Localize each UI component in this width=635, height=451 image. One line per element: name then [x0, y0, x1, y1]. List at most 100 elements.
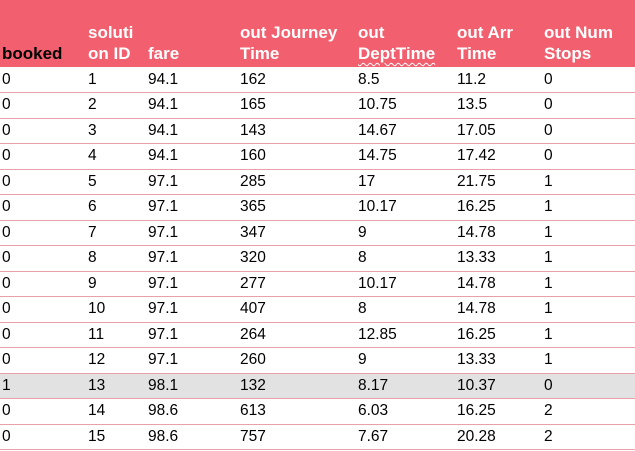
- cell-booked[interactable]: 0: [0, 67, 86, 93]
- cell-solution-id[interactable]: 3: [86, 118, 146, 144]
- cell-fare[interactable]: 97.1: [146, 169, 238, 195]
- table-row[interactable]: 0 12 97.1 260 9 13.33 1: [0, 347, 635, 374]
- cell-out-num-stops[interactable]: 1: [542, 220, 635, 246]
- cell-solution-id[interactable]: 13: [86, 373, 146, 399]
- table-row[interactable]: 0 2 94.1 165 10.75 13.5 0: [0, 92, 635, 119]
- cell-fare[interactable]: 97.1: [146, 296, 238, 323]
- cell-out-dept-time[interactable]: 6.03: [356, 398, 455, 425]
- cell-out-arr-time[interactable]: 20.28: [455, 424, 542, 450]
- cell-booked[interactable]: 0: [0, 143, 86, 170]
- cell-fare[interactable]: 97.1: [146, 322, 238, 348]
- cell-solution-id[interactable]: 5: [86, 169, 146, 195]
- cell-solution-id[interactable]: 1: [86, 67, 146, 93]
- cell-out-journey-time[interactable]: 285: [238, 169, 356, 195]
- cell-out-journey-time[interactable]: 613: [238, 398, 356, 425]
- cell-out-dept-time[interactable]: 8: [356, 296, 455, 323]
- table-row[interactable]: 0 14 98.6 613 6.03 16.25 2: [0, 398, 635, 425]
- cell-booked[interactable]: 0: [0, 169, 86, 195]
- cell-out-journey-time[interactable]: 160: [238, 143, 356, 170]
- cell-out-journey-time[interactable]: 132: [238, 373, 356, 399]
- cell-out-arr-time[interactable]: 13.33: [455, 245, 542, 272]
- cell-fare[interactable]: 97.1: [146, 194, 238, 221]
- cell-fare[interactable]: 97.1: [146, 245, 238, 272]
- cell-fare[interactable]: 98.6: [146, 424, 238, 450]
- cell-solution-id[interactable]: 7: [86, 220, 146, 246]
- header-booked[interactable]: booked: [0, 0, 86, 67]
- cell-fare[interactable]: 98.1: [146, 373, 238, 399]
- cell-booked[interactable]: 0: [0, 220, 86, 246]
- cell-out-arr-time[interactable]: 13.33: [455, 347, 542, 374]
- cell-solution-id[interactable]: 2: [86, 92, 146, 119]
- cell-out-dept-time[interactable]: 8.17: [356, 373, 455, 399]
- cell-out-num-stops[interactable]: 2: [542, 398, 635, 425]
- cell-out-journey-time[interactable]: 277: [238, 271, 356, 297]
- cell-out-dept-time[interactable]: 12.85: [356, 322, 455, 348]
- cell-out-dept-time[interactable]: 7.67: [356, 424, 455, 450]
- cell-out-dept-time[interactable]: 14.67: [356, 118, 455, 144]
- cell-booked[interactable]: 1: [0, 373, 86, 399]
- cell-out-arr-time[interactable]: 11.2: [455, 67, 542, 93]
- cell-out-arr-time[interactable]: 14.78: [455, 220, 542, 246]
- cell-fare[interactable]: 98.6: [146, 398, 238, 425]
- header-out-journey-time[interactable]: out Journey Time: [238, 0, 356, 67]
- table-row[interactable]: 0 1 94.1 162 8.5 11.2 0: [0, 67, 635, 93]
- cell-fare[interactable]: 97.1: [146, 271, 238, 297]
- cell-out-num-stops[interactable]: 1: [542, 245, 635, 272]
- cell-solution-id[interactable]: 4: [86, 143, 146, 170]
- table-row[interactable]: 0 7 97.1 347 9 14.78 1: [0, 220, 635, 246]
- cell-out-dept-time[interactable]: 8: [356, 245, 455, 272]
- cell-out-dept-time[interactable]: 9: [356, 220, 455, 246]
- cell-booked[interactable]: 0: [0, 398, 86, 425]
- cell-out-journey-time[interactable]: 365: [238, 194, 356, 221]
- cell-out-num-stops[interactable]: 1: [542, 194, 635, 221]
- cell-out-dept-time[interactable]: 10.17: [356, 194, 455, 221]
- table-row[interactable]: 0 15 98.6 757 7.67 20.28 2: [0, 424, 635, 450]
- cell-out-arr-time[interactable]: 16.25: [455, 398, 542, 425]
- table-row[interactable]: 0 8 97.1 320 8 13.33 1: [0, 245, 635, 272]
- table-row[interactable]: 0 5 97.1 285 17 21.75 1: [0, 169, 635, 195]
- cell-out-journey-time[interactable]: 260: [238, 347, 356, 374]
- cell-out-num-stops[interactable]: 0: [542, 92, 635, 119]
- cell-out-dept-time[interactable]: 8.5: [356, 67, 455, 93]
- cell-out-journey-time[interactable]: 264: [238, 322, 356, 348]
- cell-booked[interactable]: 0: [0, 194, 86, 221]
- cell-out-num-stops[interactable]: 0: [542, 67, 635, 93]
- cell-out-arr-time[interactable]: 17.42: [455, 143, 542, 170]
- cell-out-num-stops[interactable]: 1: [542, 322, 635, 348]
- cell-booked[interactable]: 0: [0, 296, 86, 323]
- cell-out-dept-time[interactable]: 10.75: [356, 92, 455, 119]
- cell-out-num-stops[interactable]: 1: [542, 296, 635, 323]
- cell-booked[interactable]: 0: [0, 118, 86, 144]
- cell-fare[interactable]: 94.1: [146, 143, 238, 170]
- cell-booked[interactable]: 0: [0, 271, 86, 297]
- cell-booked[interactable]: 0: [0, 424, 86, 450]
- cell-out-journey-time[interactable]: 143: [238, 118, 356, 144]
- cell-out-num-stops[interactable]: 0: [542, 143, 635, 170]
- cell-solution-id[interactable]: 12: [86, 347, 146, 374]
- cell-out-num-stops[interactable]: 0: [542, 373, 635, 399]
- cell-out-num-stops[interactable]: 0: [542, 118, 635, 144]
- cell-out-journey-time[interactable]: 165: [238, 92, 356, 119]
- table-row[interactable]: 1 13 98.1 132 8.17 10.37 0: [0, 373, 635, 399]
- cell-out-arr-time[interactable]: 14.78: [455, 296, 542, 323]
- cell-out-arr-time[interactable]: 10.37: [455, 373, 542, 399]
- cell-solution-id[interactable]: 10: [86, 296, 146, 323]
- cell-fare[interactable]: 94.1: [146, 118, 238, 144]
- cell-out-arr-time[interactable]: 16.25: [455, 194, 542, 221]
- cell-out-num-stops[interactable]: 2: [542, 424, 635, 450]
- header-out-arr-time[interactable]: out Arr Time: [455, 0, 542, 67]
- cell-booked[interactable]: 0: [0, 347, 86, 374]
- cell-booked[interactable]: 0: [0, 245, 86, 272]
- cell-fare[interactable]: 94.1: [146, 92, 238, 119]
- cell-out-journey-time[interactable]: 162: [238, 67, 356, 93]
- cell-fare[interactable]: 97.1: [146, 220, 238, 246]
- cell-out-num-stops[interactable]: 1: [542, 347, 635, 374]
- cell-booked[interactable]: 0: [0, 92, 86, 119]
- cell-out-arr-time[interactable]: 14.78: [455, 271, 542, 297]
- table-row[interactable]: 0 3 94.1 143 14.67 17.05 0: [0, 118, 635, 144]
- cell-out-arr-time[interactable]: 17.05: [455, 118, 542, 144]
- table-row[interactable]: 0 11 97.1 264 12.85 16.25 1: [0, 322, 635, 348]
- cell-solution-id[interactable]: 14: [86, 398, 146, 425]
- cell-solution-id[interactable]: 6: [86, 194, 146, 221]
- cell-out-arr-time[interactable]: 16.25: [455, 322, 542, 348]
